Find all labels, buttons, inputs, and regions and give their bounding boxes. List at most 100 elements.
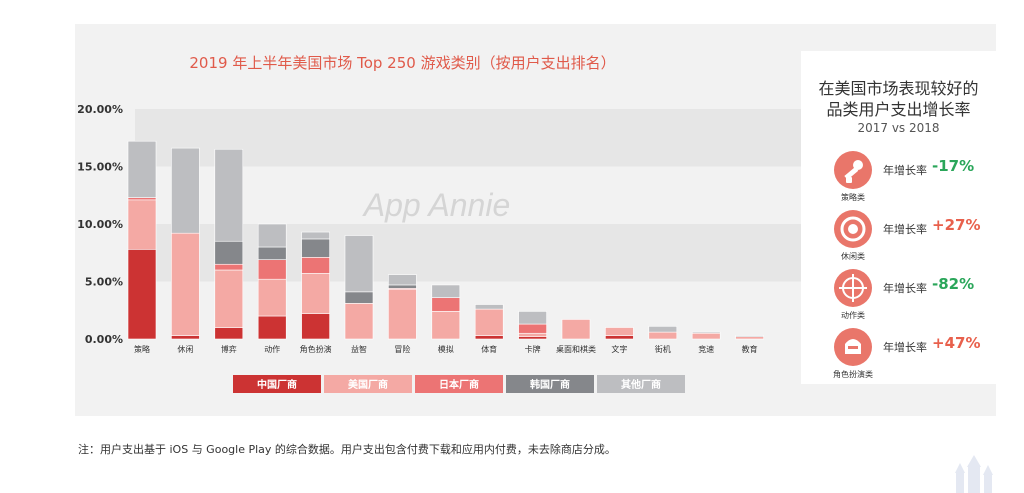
bar-segment bbox=[171, 335, 200, 340]
bar-segment bbox=[301, 273, 330, 314]
growth-item-action: 动作类 年增长率 -82% bbox=[801, 269, 996, 327]
bar-segment bbox=[214, 269, 244, 328]
legend-label: 日本厂商 bbox=[439, 378, 479, 391]
legend-label: 其他厂商 bbox=[621, 378, 661, 391]
legend-swatch bbox=[506, 375, 594, 393]
grid-band bbox=[135, 109, 801, 167]
bar-segment bbox=[648, 326, 678, 333]
y-tick-label: 5.00% bbox=[85, 276, 123, 289]
footnote: 注：用户支出基于 iOS 与 Google Play 的综合数据。用户支出包含付… bbox=[78, 443, 616, 456]
x-tick-label: 休闲 bbox=[177, 344, 193, 354]
bar-segment bbox=[605, 335, 634, 340]
x-tick-label: 模拟 bbox=[438, 344, 454, 354]
bar-segment bbox=[518, 311, 547, 325]
watermark: App Annie bbox=[362, 187, 510, 223]
bar-segment bbox=[301, 231, 330, 240]
bar-segment bbox=[257, 223, 287, 248]
bar-segment bbox=[257, 246, 287, 260]
legend-swatch bbox=[233, 375, 321, 393]
growth-category: 休闲类 bbox=[841, 252, 865, 261]
grid-band bbox=[135, 224, 801, 282]
bar-segment bbox=[257, 278, 287, 317]
bar-segment bbox=[431, 311, 461, 340]
x-tick-label: 动作 bbox=[264, 344, 280, 354]
castle-logo-icon bbox=[955, 455, 993, 493]
y-tick-label: 20.00% bbox=[77, 103, 123, 116]
bar-segment bbox=[648, 331, 678, 340]
bar-segment bbox=[474, 304, 504, 310]
growth-category: 策略类 bbox=[841, 193, 865, 202]
x-tick-label: 教育 bbox=[742, 344, 758, 354]
x-tick-label: 街机 bbox=[655, 344, 671, 354]
bar-segment bbox=[127, 140, 157, 198]
x-tick-label: 体育 bbox=[481, 344, 497, 354]
bar-segment bbox=[171, 147, 200, 234]
bar-segment bbox=[388, 284, 417, 289]
bar-segment bbox=[431, 297, 461, 312]
bar-segment bbox=[735, 336, 764, 340]
chart-title: 2019 年上半年美国市场 Top 250 游戏类别（按用户支出排名） bbox=[189, 54, 616, 72]
bar-segment bbox=[344, 291, 374, 304]
legend-swatch bbox=[597, 375, 685, 393]
legend-swatch bbox=[324, 375, 412, 393]
x-tick-label: 角色扮演 bbox=[300, 344, 332, 354]
growth-value: +27% bbox=[932, 216, 981, 234]
bar-segment bbox=[691, 331, 721, 334]
stacked-bar-chart: App Annie 0.00% 5.00% 10.00% 15.00% 20.00% 策… bbox=[77, 103, 801, 393]
growth-value: +47% bbox=[932, 334, 981, 352]
growth-label: 年增长率 bbox=[883, 282, 927, 295]
bar-segment bbox=[214, 240, 244, 265]
growth-label: 年增长率 bbox=[883, 341, 927, 354]
y-tick-label: 0.00% bbox=[85, 333, 123, 346]
bar-segment bbox=[214, 148, 244, 242]
strategy-icon bbox=[834, 151, 872, 189]
bar-segment bbox=[214, 327, 244, 340]
growth-category: 动作类 bbox=[841, 311, 865, 320]
x-tick-label: 冒险 bbox=[394, 344, 410, 354]
bar-segment bbox=[127, 197, 157, 201]
y-tick-label: 15.00% bbox=[77, 161, 123, 174]
bar-segment bbox=[518, 336, 547, 340]
bar-segment bbox=[344, 303, 374, 340]
action-icon bbox=[834, 269, 872, 307]
sidebar-subtitle: 2017 vs 2018 bbox=[857, 121, 940, 135]
growth-item-rpg: 角色扮演类 年增长率 +47% bbox=[801, 328, 996, 386]
bar-segment bbox=[127, 249, 157, 340]
bar-segment bbox=[127, 199, 157, 250]
bar-segment bbox=[301, 257, 330, 274]
bar-segment bbox=[301, 238, 330, 258]
legend-swatch bbox=[415, 375, 503, 393]
grid-band bbox=[135, 166, 801, 224]
bar-segment bbox=[257, 259, 287, 280]
bar-segment bbox=[344, 235, 374, 293]
bar-segment bbox=[474, 335, 504, 340]
casual-icon bbox=[834, 210, 872, 248]
growth-value: -17% bbox=[932, 157, 975, 175]
rpg-icon bbox=[834, 328, 872, 366]
bar-segment bbox=[691, 332, 721, 340]
y-tick-label: 10.00% bbox=[77, 218, 123, 231]
bar-segment bbox=[431, 284, 461, 298]
bar-segment bbox=[561, 319, 591, 340]
legend-label: 韩国厂商 bbox=[530, 378, 570, 391]
x-tick-label: 桌面和棋类 bbox=[556, 344, 596, 354]
growth-category: 角色扮演类 bbox=[833, 370, 873, 379]
legend-label: 中国厂商 bbox=[257, 378, 297, 391]
x-tick-label: 策略 bbox=[134, 344, 150, 354]
growth-item-strategy: 策略类 年增长率 -17% bbox=[801, 151, 996, 209]
growth-sidebar: 在美国市场表现较好的 品类用户支出增长率 2017 vs 2018 策略类 年增… bbox=[801, 51, 996, 384]
x-tick-label: 卡牌 bbox=[525, 344, 541, 354]
sidebar-title: 在美国市场表现较好的 bbox=[818, 79, 979, 98]
x-tick-label: 竞速 bbox=[698, 344, 714, 354]
grid-band bbox=[135, 281, 801, 339]
bar-segment bbox=[257, 315, 287, 340]
bar-segment bbox=[518, 332, 547, 337]
growth-item-casual: 休闲类 年增长率 +27% bbox=[801, 210, 996, 268]
x-tick-label: 博弈 bbox=[221, 344, 237, 354]
bar-segment bbox=[171, 232, 200, 336]
bar-segment bbox=[301, 313, 330, 340]
bar-segment bbox=[518, 323, 547, 334]
x-tick-label: 益智 bbox=[351, 344, 367, 354]
growth-label: 年增长率 bbox=[883, 164, 927, 177]
bar-segment bbox=[388, 274, 417, 286]
